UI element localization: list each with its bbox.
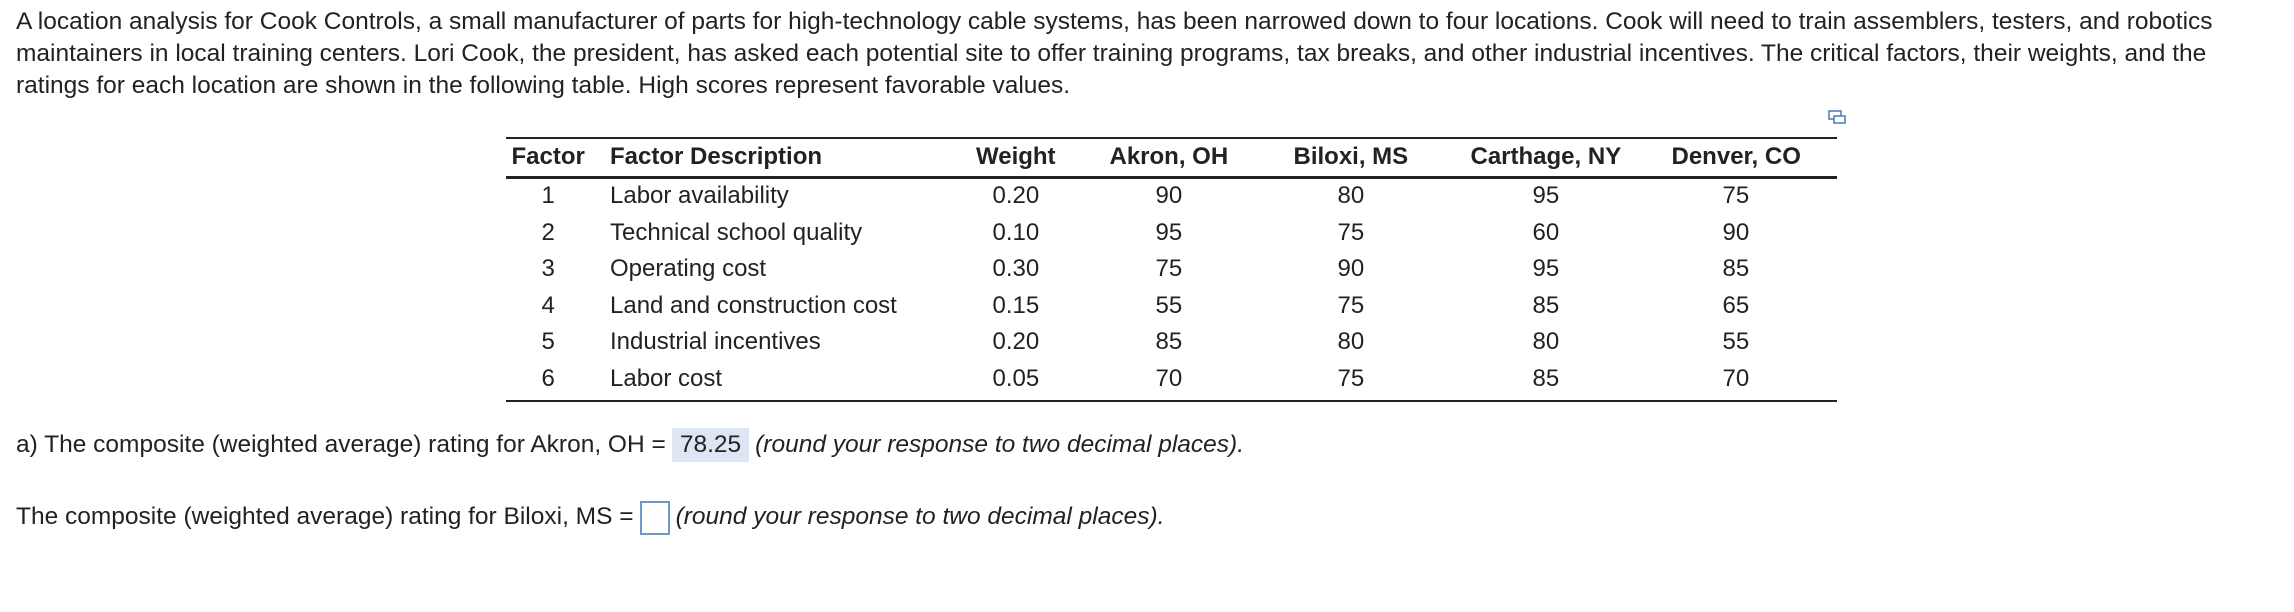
- header-rule: [506, 176, 1837, 179]
- table-cell: 0.05: [992, 364, 1040, 392]
- table-cell: 3: [541, 255, 555, 282]
- table-cell: 90: [1722, 218, 1750, 246]
- answer-input[interactable]: [639, 500, 670, 535]
- table-cell: 80: [1337, 182, 1365, 209]
- part-b-prefix: The composite (weighted average) rating …: [16, 503, 634, 530]
- table-cell: 80: [1532, 328, 1560, 355]
- column-header: Weight: [976, 143, 1056, 170]
- table-cell: 90: [1337, 255, 1365, 282]
- table-cell: 0.10: [992, 218, 1040, 246]
- table-cell: 0.15: [992, 291, 1040, 319]
- table-cell: 0.30: [992, 255, 1040, 282]
- table-cell: 70: [1155, 364, 1183, 392]
- table-cell: 85: [1532, 364, 1560, 392]
- table-cell: 70: [1722, 364, 1750, 392]
- intro-text: A location analysis for Cook Controls, a…: [16, 8, 2213, 99]
- table-cell: 0.20: [992, 182, 1040, 209]
- table-cell: 60: [1532, 218, 1560, 246]
- table-cell: 55: [1722, 328, 1750, 355]
- column-header: Akron, OH: [1109, 143, 1229, 170]
- part-a-prefix: a) The composite (weighted average) rati…: [16, 431, 666, 458]
- ratings-table: Factor Factor Description Weight Akron, OH B…: [506, 137, 1837, 402]
- table-cell: Labor availability: [610, 182, 789, 209]
- table-cell: 85: [1722, 255, 1750, 282]
- table-cell: 75: [1722, 182, 1750, 209]
- column-header: Biloxi, MS: [1293, 143, 1409, 170]
- column-header: Denver, CO: [1671, 143, 1801, 170]
- column-header: Carthage, NY: [1470, 143, 1622, 170]
- part-a: a) The composite (weighted average) rati…: [16, 428, 1244, 462]
- table-cell: 85: [1532, 291, 1560, 319]
- table-cell: Labor cost: [610, 364, 723, 392]
- table-cell: 75: [1337, 364, 1365, 392]
- expand-icon[interactable]: [1828, 110, 1846, 124]
- table-cell: Industrial incentives: [610, 328, 821, 355]
- column-header: Factor: [511, 143, 585, 170]
- part-a-answer: 78.25: [671, 428, 750, 462]
- column-header: Factor Description: [610, 143, 823, 170]
- table-cell: 5: [541, 328, 555, 355]
- table-cell: 55: [1155, 291, 1183, 319]
- table-cell: 95: [1532, 255, 1560, 282]
- table-cell: Technical school quality: [610, 218, 863, 246]
- table-cell: Operating cost: [610, 255, 767, 282]
- table-cell: 6: [541, 364, 555, 392]
- table-cell: 75: [1155, 255, 1183, 282]
- table-cell: 95: [1155, 218, 1183, 246]
- table-cell: 75: [1337, 218, 1365, 246]
- table-cell: 90: [1155, 182, 1183, 209]
- table-cell: 2: [541, 218, 555, 246]
- table-cell: 0.20: [992, 328, 1040, 355]
- table-cell: 85: [1155, 328, 1183, 355]
- part-a-note: (round your response to two decimal plac…: [755, 431, 1245, 458]
- part-b-note: (round your response to two decimal plac…: [675, 503, 1165, 530]
- table-cell: 75: [1337, 291, 1365, 319]
- table-cell: 65: [1722, 291, 1750, 319]
- table-cell: 95: [1532, 182, 1560, 209]
- table-cell: 4: [541, 291, 555, 319]
- part-b: The composite (weighted average) rating …: [16, 500, 1164, 535]
- table-cell: 80: [1337, 328, 1365, 355]
- table-cell: 1: [541, 182, 555, 209]
- table-cell: Land and construction cost: [610, 291, 897, 319]
